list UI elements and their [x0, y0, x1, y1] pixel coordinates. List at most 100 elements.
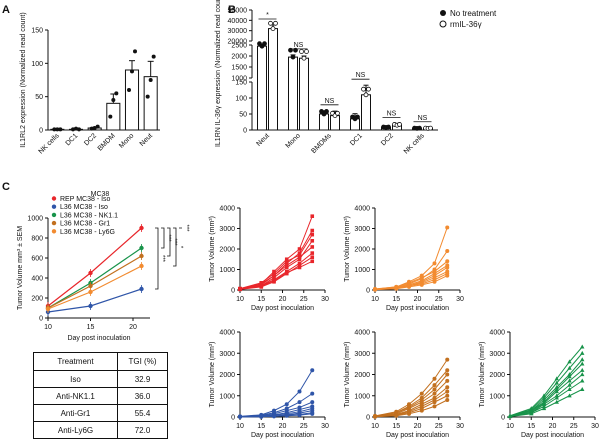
- tgi-header-treatment: Treatment: [33, 352, 118, 371]
- chart-c-red-point: [310, 214, 315, 218]
- chart-c-green-point: [580, 367, 585, 372]
- chart-c-main-significance-bracket: [161, 227, 165, 249]
- chart-c-orange-point: [432, 279, 437, 284]
- table-row: Iso 32.9: [33, 370, 168, 388]
- chart-c-red-point: [297, 261, 302, 266]
- chart-c-main-y-tick-label: 600: [31, 256, 43, 263]
- chart-c-green-point: [580, 372, 585, 377]
- chart-b-point: [268, 20, 273, 26]
- chart-b-y-tick-label: 2500: [231, 43, 247, 50]
- chart-c-red-x-tick-label: 15: [257, 296, 265, 303]
- chart-c-green-point: [541, 401, 547, 406]
- chart-c-dark-orange-point: [373, 414, 377, 419]
- chart-b-category-label: Neut: [256, 132, 271, 147]
- chart-c-blue-y-tick-label: 4000: [219, 330, 235, 337]
- tgi-value: 55.4: [117, 404, 168, 422]
- chart-c-dark-orange-y-tick-label: 0: [366, 415, 370, 422]
- chart-c-red-point: [310, 232, 315, 237]
- chart-c-red-point: [297, 251, 302, 255]
- chart-c-main-xlabel: Day post inoculation: [67, 335, 130, 342]
- chart-c-dark-orange-y-tick-label: 3000: [354, 351, 370, 358]
- chart-a-bar: [124, 69, 140, 131]
- chart-b-category-label: Mono: [285, 132, 302, 149]
- chart-c-blue-y-tick-label: 1000: [219, 393, 235, 400]
- chart-b-y-tick-label: 150: [235, 80, 247, 87]
- chart-c-blue-series-line: [240, 413, 313, 418]
- chart-b-point: [262, 41, 267, 47]
- chart-b-y-tick-label: 2000: [231, 54, 247, 61]
- chart-b-point: [324, 109, 329, 114]
- chart-c-blue-x-tick-label: 20: [279, 423, 287, 430]
- tgi-treatment: Anti-NK1.1: [33, 387, 118, 405]
- chart-c-dark-orange-x-tick-label: 30: [456, 423, 464, 430]
- chart-b-y-tick-label: 1000: [231, 76, 247, 83]
- chart-c-dark-orange-series-line: [374, 380, 448, 417]
- chart-c-orange-point: [419, 275, 424, 280]
- chart-a-ylabel: IL1RL2 expression (Normalized read count…: [20, 12, 27, 147]
- chart-c-green-point: [580, 350, 585, 355]
- chart-b-significance-label: NS: [325, 98, 335, 105]
- chart-b-point: [363, 92, 369, 98]
- chart-c-red-y-tick-label: 1000: [219, 267, 235, 274]
- chart-c-main-series-line: [47, 265, 142, 310]
- chart-c-red-point: [310, 239, 315, 243]
- chart-b-bar: [268, 28, 278, 131]
- chart-c-main-significance-bracket: [167, 227, 171, 257]
- chart-c-green-point: [554, 395, 559, 400]
- chart-c-main-point: [88, 289, 93, 295]
- chart-c-dark-orange-point: [432, 404, 437, 409]
- chart-c-red-point: [272, 278, 276, 283]
- chart-c-blue-point: [238, 414, 242, 419]
- chart-c-green-point: [580, 378, 585, 383]
- chart-c-green-point: [554, 380, 559, 385]
- chart-c-red-ylabel: Tumor Volume (mm³): [209, 216, 216, 282]
- chart-b-y-tick-label: 1500: [231, 65, 247, 72]
- chart-c-main-legend-marker: [51, 220, 57, 226]
- chart-c-red-point: [297, 247, 302, 251]
- chart-c-main-series-line: [47, 255, 142, 309]
- chart-c-green-ylabel: Tumor Volume (mm³): [479, 342, 486, 408]
- chart-c-blue-x-tick-label: 25: [300, 423, 308, 430]
- tgi-treatment: Anti-Gr1: [33, 404, 118, 422]
- chart-c-orange-point: [445, 273, 450, 278]
- chart-b-y-tick-label: 20000: [228, 39, 248, 46]
- chart-a-point: [108, 114, 113, 119]
- table-row: Anti-Ly6G 72.0: [33, 421, 168, 439]
- chart-c-blue-y-tick-label: 3000: [219, 351, 235, 358]
- chart-b-significance-label: NS: [356, 72, 366, 79]
- chart-c-dark-orange-point: [445, 378, 450, 383]
- chart-c-main-title: MC38: [91, 191, 110, 198]
- chart-b-y-tick-label: 0: [243, 128, 247, 135]
- chart-c-red-series-line: [239, 230, 313, 290]
- chart-c-green-series-line: [509, 363, 583, 417]
- chart-c-main-y-tick-label: 800: [31, 236, 43, 243]
- chart-c-green-point: [567, 359, 572, 364]
- chart-c-dark-orange-point: [432, 376, 437, 381]
- chart-b-bar: [299, 57, 309, 131]
- chart-c-red-point: [297, 253, 302, 257]
- chart-c-green-series-line: [509, 369, 583, 417]
- chart-b-legend-label: rmIL-36γ: [450, 20, 482, 29]
- chart-c-orange-point: [432, 261, 437, 266]
- chart-a-category-label: BMDM: [97, 132, 117, 152]
- chart-b-point: [304, 49, 309, 54]
- chart-c-green-x-tick-label: 30: [591, 423, 599, 430]
- chart-c-main-legend-label: L36 MC38 - NK1.1: [60, 212, 118, 219]
- chart-c-main-point: [88, 270, 93, 276]
- chart-c-orange-x-tick-label: 30: [456, 296, 464, 303]
- chart-c-red-x-tick-label: 10: [236, 296, 244, 303]
- chart-c-main-y-tick-label: 400: [31, 276, 43, 283]
- chart-b-y-tick-label: 30000: [228, 28, 248, 35]
- chart-c-main-point: [88, 283, 93, 289]
- chart-c-main-point: [45, 306, 51, 312]
- chart-a-point: [133, 49, 137, 54]
- chart-c-red-point: [310, 251, 315, 255]
- chart-c-main-point: [139, 245, 144, 251]
- chart-c-dark-orange-point: [445, 389, 450, 394]
- chart-c-red-point: [284, 263, 289, 268]
- chart-a-point: [77, 127, 81, 132]
- chart-c-red-x-tick-label: 20: [279, 296, 287, 303]
- chart-c-orange-x-tick-label: 25: [435, 296, 443, 303]
- chart-c-red-point: [284, 259, 289, 264]
- tgi-table: Treatment TGI (%) Iso 32.9 Anti-NK1.1 36…: [33, 352, 168, 439]
